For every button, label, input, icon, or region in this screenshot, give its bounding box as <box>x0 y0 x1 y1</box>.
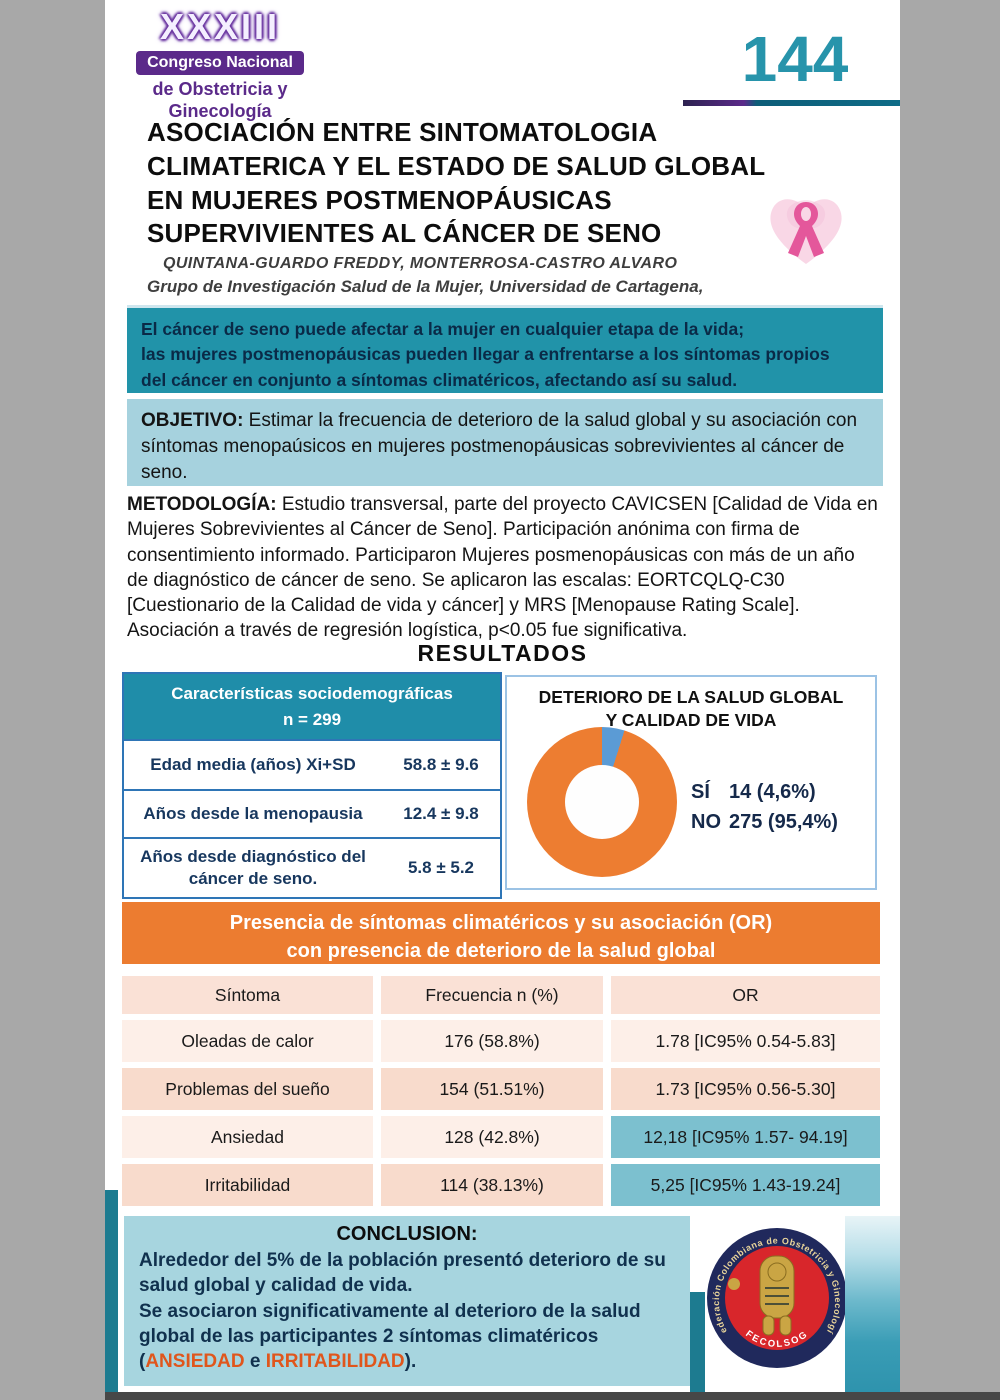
objective-box: OBJETIVO: Estimar la frecuencia de deter… <box>127 399 883 486</box>
legend-value: 14 (4,6%) <box>729 781 816 803</box>
symptoms-banner: Presencia de síntomas climatéricos y su … <box>122 902 880 964</box>
intro-line: las mujeres postmenopáusicas pueden lleg… <box>141 344 830 365</box>
frequency-cell: 176 (58.8%) <box>381 1020 603 1062</box>
conclusion-box: CONCLUSION: Alrededor del 5% de la pobla… <box>124 1216 690 1386</box>
congress-subtitle-line1: de Obstetricia y <box>152 79 288 99</box>
frequency-cell: 154 (51.51%) <box>381 1068 603 1110</box>
poster-number-underline <box>683 100 900 106</box>
or-cell: 1.73 [IC95% 0.56-5.30] <box>611 1068 880 1110</box>
fecolsog-seal: Federación Colombiana de Obstetricia y G… <box>702 1218 849 1370</box>
chart-title: DETERIORO DE LA SALUD GLOBAL Y CALIDAD D… <box>507 686 875 732</box>
objective-label: OBJETIVO: <box>141 410 244 431</box>
table-header-line2: n = 299 <box>282 709 342 729</box>
congress-subtitle-line2: Ginecología <box>168 100 272 121</box>
donut-chart-hole <box>565 765 639 839</box>
congress-numeral: XXXIII <box>159 6 281 47</box>
symptom-cell: Irritabilidad <box>122 1164 373 1206</box>
row-value: 12.4 ± 9.8 <box>403 804 479 823</box>
frequency-cell: 114 (38.13%) <box>381 1164 603 1206</box>
global-health-chart-panel: DETERIORO DE LA SALUD GLOBAL Y CALIDAD D… <box>505 675 877 890</box>
legend-value: 275 (95,4%) <box>729 811 838 833</box>
conclusion-text2: Se asociaron significativamente al deter… <box>139 1300 641 1373</box>
conclusion-connector: e <box>244 1351 266 1373</box>
table-row: Años desde diagnóstico del cáncer de sen… <box>124 837 500 897</box>
symptom-cell: Problemas del sueño <box>122 1068 373 1110</box>
symptom-cell: Ansiedad <box>122 1116 373 1158</box>
banner-line1: Presencia de síntomas climatéricos y su … <box>229 912 773 934</box>
methodology-text: Estudio transversal, parte del proyecto … <box>127 494 878 642</box>
column-header-or: OR <box>611 976 880 1014</box>
bottom-edge-bar <box>105 1392 1000 1400</box>
row-value: 5.8 ± 5.2 <box>407 858 475 877</box>
conclusion-accent-ansiedad: ANSIEDAD <box>145 1351 245 1373</box>
conclusion-suffix: ). <box>404 1351 417 1373</box>
legend-label: NO <box>691 811 721 833</box>
legend-item-no: NO 275 (95,4%) <box>691 807 838 837</box>
conclusion-text1: Alrededor del 5% de la población present… <box>139 1250 666 1297</box>
poster-number: 144 <box>741 23 849 95</box>
results-heading: RESULTADOS <box>417 640 588 666</box>
conclusion-title: CONCLUSION: <box>336 1223 478 1245</box>
chart-title-line2: Y CALIDAD DE VIDA <box>605 709 777 730</box>
column-header-frequency: Frecuencia n (%) <box>381 976 603 1014</box>
congress-name-badge: Congreso Nacional <box>136 51 304 75</box>
poster-title: ASOCIACIÓN ENTRE SINTOMATOLOGIA CLIMATER… <box>147 116 787 251</box>
decorative-watercolor-strip <box>845 1216 900 1392</box>
congress-logo: XXXIII Congreso Nacional de Obstetricia … <box>125 6 315 122</box>
row-label: Años desde diagnóstico del cáncer de sen… <box>140 846 366 888</box>
congress-subtitle: de Obstetricia y Ginecología <box>125 79 315 122</box>
methodology-label: METODOLOGÍA: <box>127 494 277 515</box>
table-header-line1: Características sociodemográficas <box>171 684 453 703</box>
or-cell-highlighted: 12,18 [IC95% 1.57- 94.19] <box>611 1116 880 1158</box>
intro-line: del cáncer en conjunto a síntomas climat… <box>141 369 738 390</box>
title-line: SUPERVIVIENTES AL CÁNCER DE SENO <box>147 218 662 249</box>
methodology-paragraph: METODOLOGÍA: Estudio transversal, parte … <box>127 492 881 644</box>
sociodemographic-table-header: Características sociodemográficas n = 29… <box>124 674 500 739</box>
decorative-teal-strip-left <box>105 1190 118 1392</box>
poster-page: XXXIII Congreso Nacional de Obstetricia … <box>105 0 900 1392</box>
intro-line: El cáncer de seno puede afectar a la muj… <box>141 319 745 339</box>
symptom-cell: Oleadas de calor <box>122 1020 373 1062</box>
title-line: ASOCIACIÓN ENTRE SINTOMATOLOGIA <box>147 117 658 147</box>
affiliation-line: Grupo de Investigación Salud de la Mujer… <box>147 277 704 296</box>
table-row: Años desde la menopausia 12.4 ± 9.8 <box>124 789 500 837</box>
conclusion-body: Alrededor del 5% de la población present… <box>139 1248 675 1374</box>
breast-cancer-ribbon-icon <box>763 190 849 270</box>
row-label: Edad media (años) Xi+SD <box>150 754 356 774</box>
column-header-symptom: Síntoma <box>122 976 373 1014</box>
row-value: 58.8 ± 9.6 <box>403 755 479 774</box>
chart-title-line1: DETERIORO DE LA SALUD GLOBAL <box>538 687 844 707</box>
title-line: EN MUJERES POSTMENOPÁUSICAS <box>147 184 612 215</box>
legend-item-si: SÍ 14 (4,6%) <box>691 777 838 807</box>
donut-chart <box>527 727 677 877</box>
title-line: CLIMATERICA Y EL ESTADO DE SALUD GLOBAL <box>147 150 766 181</box>
conclusion-accent-irritabilidad: IRRITABILIDAD <box>265 1351 405 1373</box>
chart-legend: SÍ 14 (4,6%) NO 275 (95,4%) <box>691 777 838 837</box>
table-row: Edad media (años) Xi+SD 58.8 ± 9.6 <box>124 739 500 789</box>
authors-line: QUINTANA-GUARDO FREDDY, MONTERROSA-CASTR… <box>163 255 678 272</box>
row-label: Años desde la menopausia <box>143 803 363 823</box>
symptoms-table: Síntoma Frecuencia n (%) OR Oleadas de c… <box>122 976 880 1206</box>
introduction-box: El cáncer de seno puede afectar a la muj… <box>127 305 883 393</box>
or-cell: 1.78 [IC95% 0.54-5.83] <box>611 1020 880 1062</box>
frequency-cell: 128 (42.8%) <box>381 1116 603 1158</box>
legend-label: SÍ <box>691 781 710 803</box>
objective-text: Estimar la frecuencia de deterioro de la… <box>141 410 858 484</box>
decorative-teal-strip-right <box>690 1292 705 1392</box>
banner-line2: con presencia de deterioro de la salud g… <box>286 940 716 963</box>
or-cell-highlighted: 5,25 [IC95% 1.43-19.24] <box>611 1164 880 1206</box>
sociodemographic-table: Características sociodemográficas n = 29… <box>122 672 502 899</box>
